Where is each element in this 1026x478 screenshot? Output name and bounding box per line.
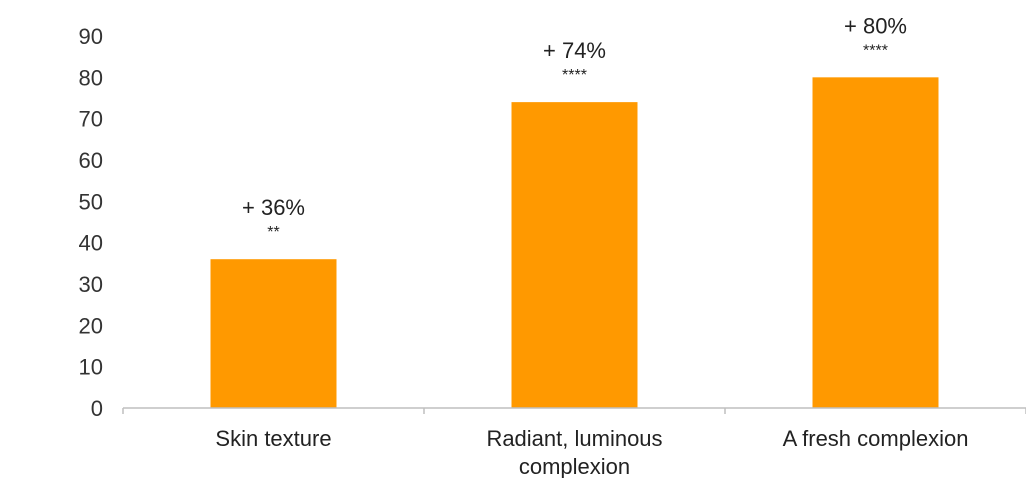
x-axis-ticks [122, 408, 1026, 414]
significance-label: **** [562, 67, 587, 84]
value-label: + 74% [543, 38, 606, 63]
y-tick-label: 0 [91, 396, 103, 421]
category-label: Radiant, luminous [486, 426, 662, 451]
y-tick-label: 20 [79, 313, 103, 338]
category-label: Skin texture [215, 426, 331, 451]
y-axis-ticks: 0 10 20 30 40 50 60 70 80 90 [79, 24, 103, 421]
category-labels: Skin texture Radiant, luminous complexion A… [215, 426, 968, 478]
value-label: + 36% [242, 195, 305, 220]
significance-label: ** [267, 224, 279, 241]
bar [210, 259, 337, 408]
category-label: complexion [519, 454, 630, 478]
y-tick-label: 80 [79, 65, 103, 90]
y-tick-label: 50 [79, 189, 103, 214]
value-label: + 80% [844, 13, 907, 38]
y-tick-label: 70 [79, 107, 103, 132]
y-tick-label: 60 [79, 148, 103, 173]
bar [511, 102, 638, 408]
y-tick-label: 40 [79, 231, 103, 256]
bar-labels: + 36% ** + 74% **** + 80% **** [242, 13, 907, 241]
bar [812, 77, 939, 408]
y-tick-label: 10 [79, 355, 103, 380]
significance-label: **** [863, 42, 888, 59]
bars [210, 77, 939, 408]
y-tick-label: 90 [79, 24, 103, 49]
category-label: A fresh complexion [783, 426, 969, 451]
y-tick-label: 30 [79, 272, 103, 297]
